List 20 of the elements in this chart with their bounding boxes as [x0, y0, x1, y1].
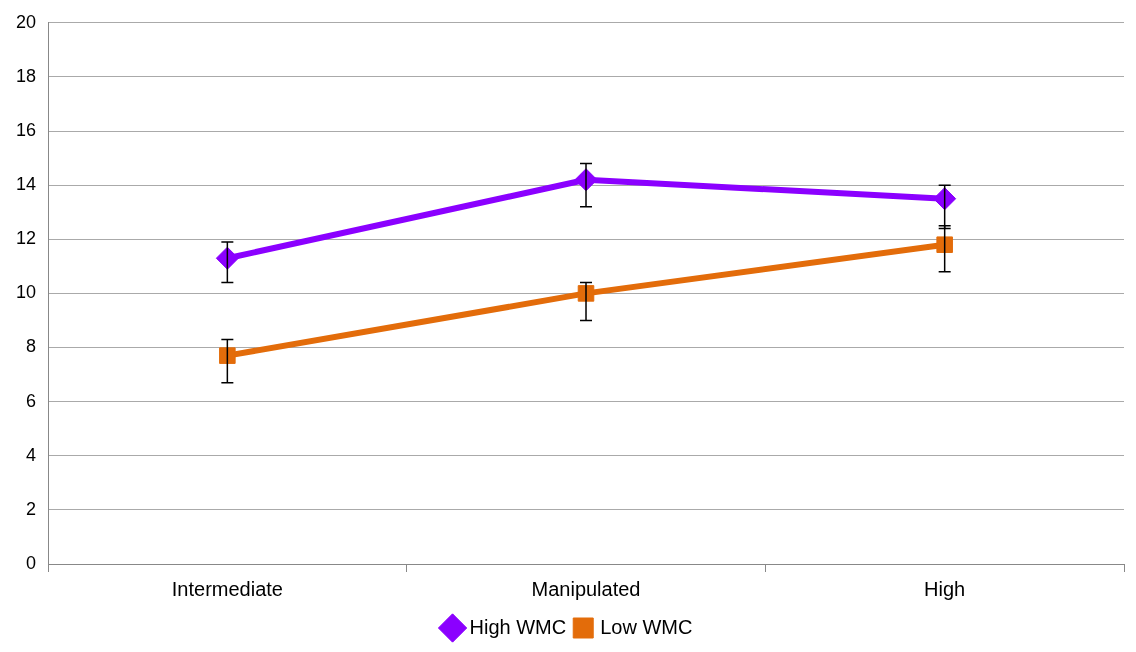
y-tick-label: 6	[26, 390, 37, 411]
point	[933, 187, 957, 211]
point	[219, 347, 236, 364]
y-tick-label: 2	[26, 498, 37, 519]
y-tick-label: 8	[26, 336, 37, 357]
legend-label: Low WMC	[600, 615, 693, 638]
legend-label: High WMC	[469, 615, 567, 638]
x-tick-label: High	[924, 577, 966, 600]
x-tick-label: Intermediate	[171, 577, 283, 600]
point	[936, 236, 953, 253]
y-tick-label: 0	[26, 552, 37, 573]
y-tick-label: 16	[15, 120, 37, 141]
y-tick-label: 12	[15, 228, 37, 249]
y-tick-label: 14	[15, 174, 37, 195]
y-tick-label: 10	[15, 282, 37, 303]
x-tick-label: Manipulated	[531, 577, 641, 600]
point	[215, 246, 239, 270]
y-tick-label: 4	[26, 444, 37, 465]
y-tick-label: 20	[15, 11, 37, 32]
y-tick-label: 18	[15, 65, 37, 86]
